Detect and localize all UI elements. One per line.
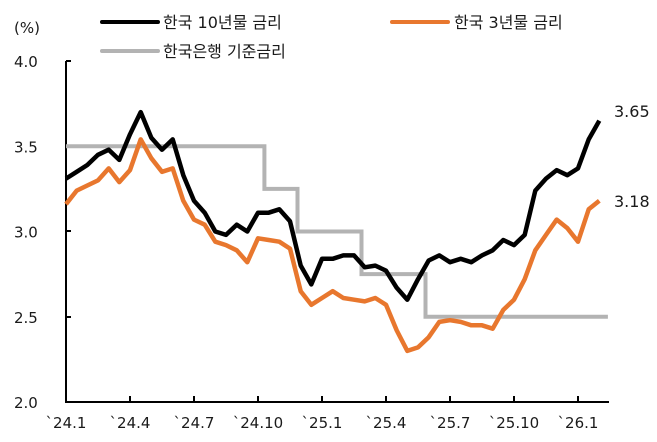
- x-tick-label: `26.1: [558, 414, 599, 432]
- x-tick-label: `25.7: [430, 414, 471, 432]
- end-label-3y: 3.18: [614, 192, 650, 211]
- y-tick-label: 4.0: [14, 53, 38, 71]
- x-tick-label: `24.1: [46, 414, 87, 432]
- x-axis-ticks: `24.1 `24.4 `24.7 `24.10 `25.1 `25.4 `25.7 `25.…: [46, 396, 599, 432]
- y-tick-label: 2.5: [14, 309, 38, 327]
- end-label-10y: 3.65: [614, 102, 650, 121]
- y-axis-unit: (%): [14, 19, 40, 37]
- series-layer: [64, 109, 608, 354]
- series-base-rate: [66, 144, 608, 319]
- x-tick-label: `24.7: [174, 414, 215, 432]
- legend-label-base-rate: 한국은행 기준금리: [163, 42, 286, 61]
- series-3y-yield: [64, 137, 601, 354]
- x-tick-label: `24.4: [110, 414, 151, 432]
- x-tick-label: `25.10: [489, 414, 539, 432]
- y-tick-label: 3.0: [14, 224, 38, 242]
- x-tick-label: `25.1: [302, 414, 343, 432]
- y-tick-label: 2.0: [14, 394, 38, 412]
- legend: 한국 10년물 금리 한국 3년물 금리 한국은행 기준금리: [100, 13, 563, 61]
- legend-label-3y: 한국 3년물 금리: [454, 13, 563, 32]
- y-tick-label: 3.5: [14, 138, 38, 156]
- x-tick-label: `25.4: [366, 414, 407, 432]
- x-tick-label: `24.10: [233, 414, 283, 432]
- legend-label-10y: 한국 10년물 금리: [163, 13, 282, 32]
- y-axis-ticks: 4.0 3.5 3.0 2.5 2.0: [14, 53, 38, 412]
- series-10y-yield: [64, 109, 602, 302]
